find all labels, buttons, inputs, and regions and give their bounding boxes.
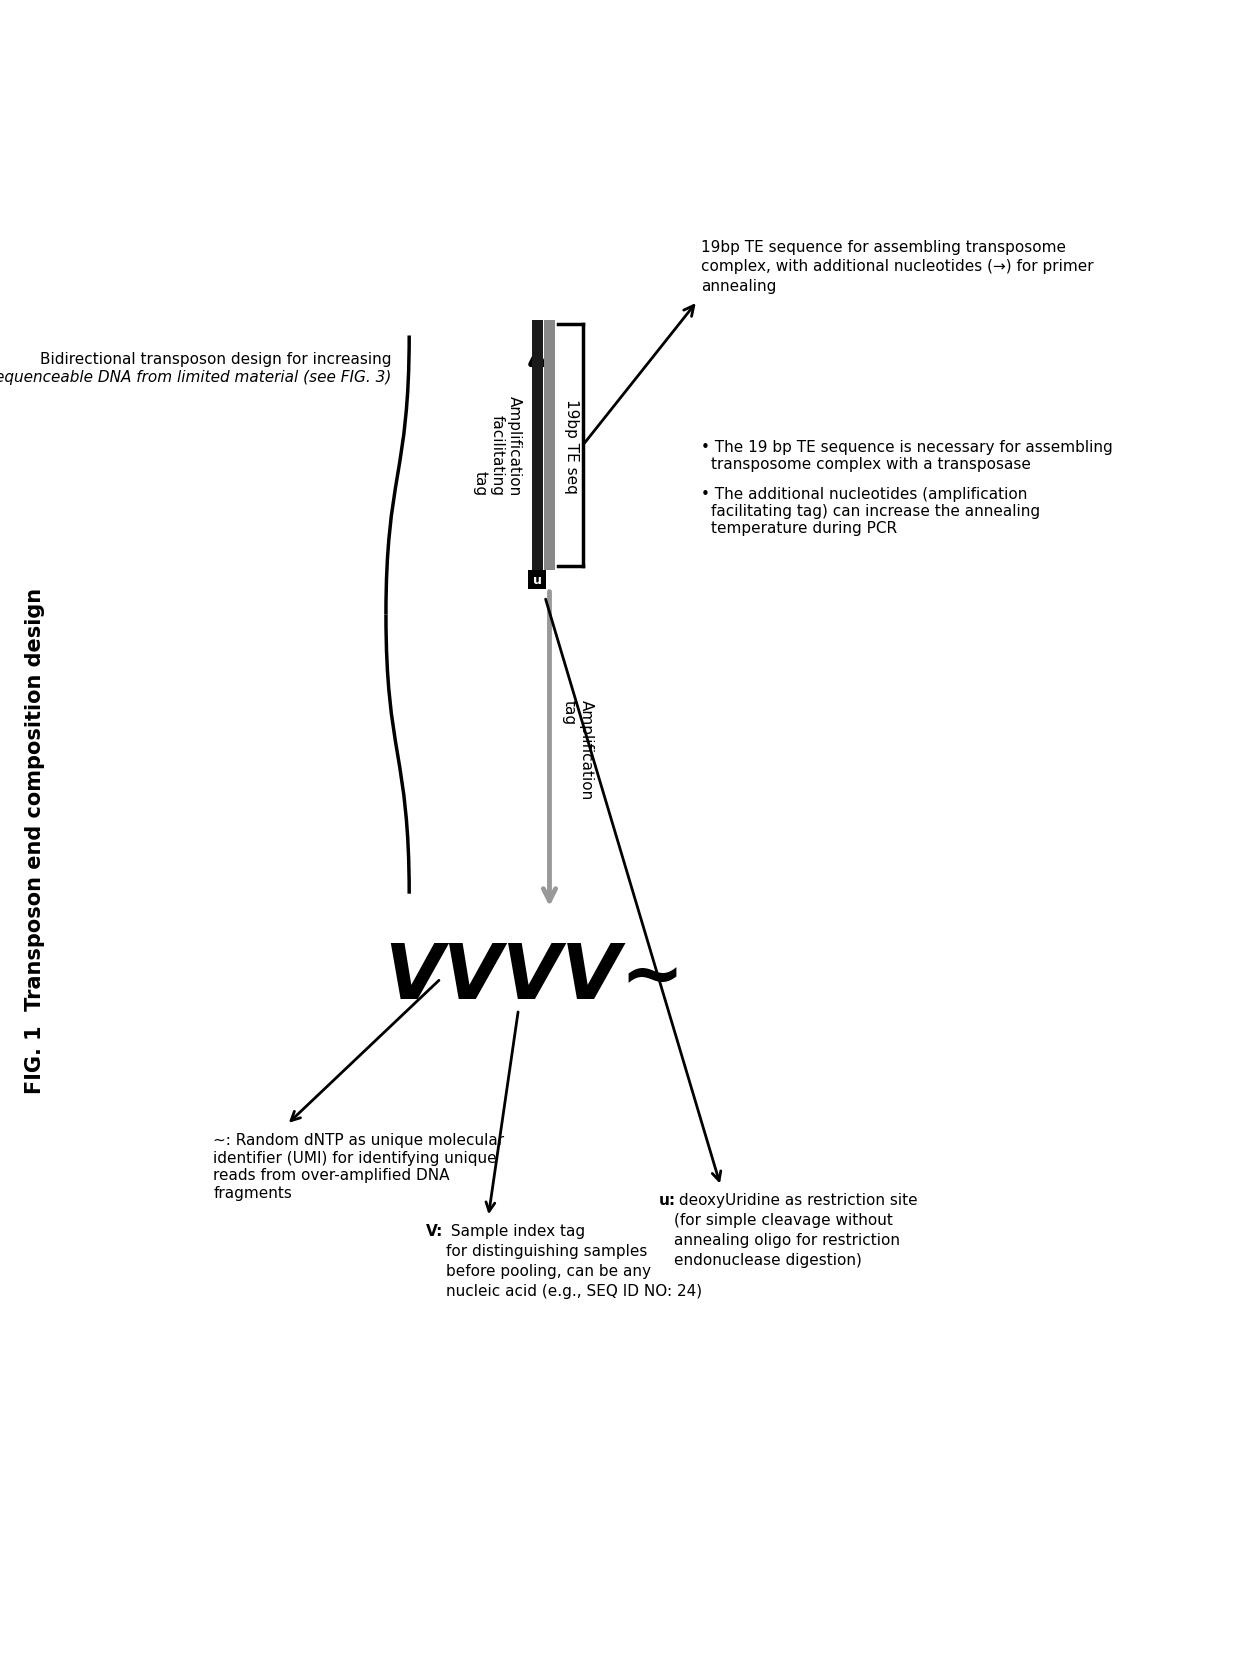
Text: sequenceable DNA from limited material (see FIG. 3): sequenceable DNA from limited material (… bbox=[0, 370, 392, 385]
Text: facilitating tag) can increase the annealing: facilitating tag) can increase the annea… bbox=[711, 504, 1040, 517]
Text: Bidirectional transposon design for increasing: Bidirectional transposon design for incr… bbox=[40, 351, 392, 366]
Text: 19bp TE seq: 19bp TE seq bbox=[564, 398, 579, 494]
Bar bbox=[528, 571, 547, 590]
Text: 19bp TE sequence for assembling transposome
complex, with additional nucleotides: 19bp TE sequence for assembling transpos… bbox=[702, 239, 1094, 294]
Bar bbox=[532, 321, 543, 571]
Text: u: u bbox=[533, 573, 542, 586]
Text: VVVV~: VVVV~ bbox=[383, 941, 684, 1015]
Text: V:: V: bbox=[427, 1223, 444, 1238]
Text: • The additional nucleotides (amplification: • The additional nucleotides (amplificat… bbox=[702, 486, 1028, 501]
Text: deoxyUridine as restriction site
(for simple cleavage without
annealing oligo fo: deoxyUridine as restriction site (for si… bbox=[675, 1193, 918, 1267]
Text: u:: u: bbox=[658, 1193, 676, 1208]
Text: ~: Random dNTP as unique molecular
identifier (UMI) for identifying unique
reads: ~: Random dNTP as unique molecular ident… bbox=[213, 1132, 505, 1200]
Text: FIG. 1  Transposon end composition design: FIG. 1 Transposon end composition design bbox=[25, 586, 45, 1094]
Text: temperature during PCR: temperature during PCR bbox=[711, 521, 897, 536]
Text: Amplification
tag: Amplification tag bbox=[562, 699, 594, 800]
Text: • The 19 bp TE sequence is necessary for assembling: • The 19 bp TE sequence is necessary for… bbox=[702, 440, 1114, 455]
Text: Sample index tag
for distinguishing samples
before pooling, can be any
nucleic a: Sample index tag for distinguishing samp… bbox=[445, 1223, 702, 1299]
Text: Amplification
facilitating
tag: Amplification facilitating tag bbox=[472, 396, 522, 496]
Text: transposome complex with a transposase: transposome complex with a transposase bbox=[711, 457, 1030, 472]
Bar bbox=[544, 321, 556, 571]
